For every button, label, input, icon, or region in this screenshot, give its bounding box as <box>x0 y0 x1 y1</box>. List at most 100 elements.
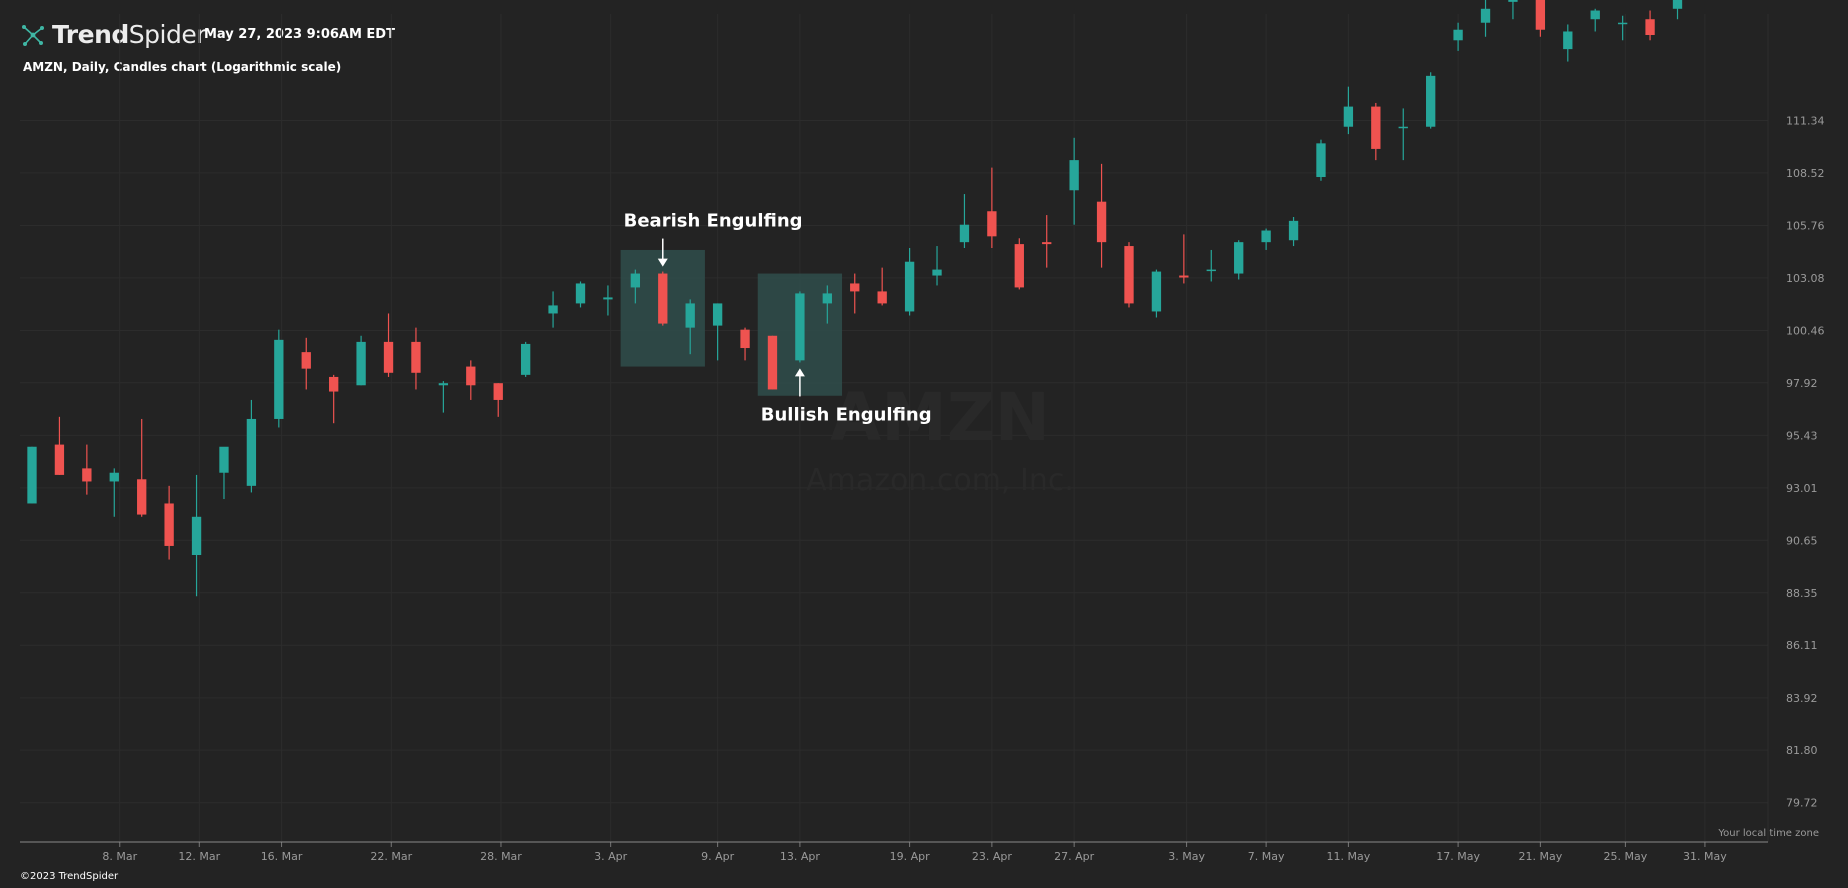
candle-body-up <box>1151 271 1162 312</box>
candle <box>493 383 503 417</box>
candle-body-down <box>740 329 750 349</box>
copyright: ©2023 TrendSpider <box>20 871 119 882</box>
spider-web-icon <box>22 24 44 46</box>
candle <box>1096 163 1107 268</box>
candle-body-up <box>795 293 805 361</box>
x-tick-label: 7. May <box>1248 850 1285 863</box>
candle <box>1563 24 1573 62</box>
candle <box>1206 249 1216 282</box>
candle <box>1453 22 1463 51</box>
x-tick-label: 28. Mar <box>480 850 522 863</box>
candle-body-up <box>1261 230 1271 243</box>
candle-body-up <box>1343 106 1354 127</box>
y-tick-label: 95.43 <box>1786 429 1818 442</box>
y-tick-label: 79.72 <box>1786 797 1818 810</box>
candle-body-up <box>548 305 558 314</box>
y-tick-label: 90.65 <box>1786 534 1818 547</box>
candle-body-up <box>1508 0 1518 2</box>
x-tick-label: 12. Mar <box>178 850 220 863</box>
y-tick-label: 86.11 <box>1786 639 1818 652</box>
price-axis[interactable]: 111.34 108.52 105.76 103.08 100.46 97.92 95.43… <box>1767 14 1825 842</box>
x-tick-label: 13. Apr <box>780 850 820 863</box>
candle <box>795 291 805 363</box>
candle <box>1343 86 1354 135</box>
candle-body-up <box>1206 269 1216 272</box>
trendspider-logo: TrendSpider <box>20 20 207 49</box>
y-tick-label: 97.92 <box>1786 377 1818 390</box>
candle <box>712 303 723 361</box>
candle-body-up <box>575 283 586 304</box>
candle <box>904 248 915 316</box>
pattern-annotations: Bearish Engulfing Bullish Engulfing <box>624 211 932 426</box>
x-tick-label: 21. May <box>1519 850 1563 863</box>
candle-body-up <box>1672 0 1683 9</box>
candle <box>246 399 257 493</box>
candle-body-down <box>164 503 174 546</box>
y-tick-label: 111.34 <box>1786 114 1825 127</box>
candle-body-down <box>987 211 997 237</box>
candle-body-down <box>411 341 421 373</box>
candle <box>1069 137 1079 225</box>
candle-body-down <box>1042 242 1052 245</box>
x-tick-label: 9. Apr <box>701 850 734 863</box>
x-tick-label: 27. Apr <box>1054 850 1094 863</box>
candle-body-up <box>1563 31 1573 50</box>
x-tick-label: 3. May <box>1168 850 1205 863</box>
y-tick-label: 105.76 <box>1786 219 1825 232</box>
candle-body-up <box>1480 8 1491 23</box>
bearish-arrow-head <box>657 258 668 267</box>
candle-body-up <box>520 343 531 375</box>
x-tick-label: 22. Mar <box>370 850 412 863</box>
y-tick-label: 100.46 <box>1786 324 1825 337</box>
candle <box>1672 0 1683 20</box>
candle-body-down <box>466 366 476 386</box>
pattern-highlights <box>620 249 843 396</box>
candle <box>1645 10 1655 41</box>
candle-body-up <box>438 383 449 386</box>
candle <box>603 285 613 316</box>
bearish-engulfing-label: Bearish Engulfing <box>624 211 803 232</box>
candle-body-down <box>1179 275 1189 278</box>
candle <box>685 299 695 355</box>
candle <box>1426 72 1436 129</box>
time-axis[interactable]: 8. Mar 12. Mar 16. Mar 22. Mar 28. Mar 3. Apr… <box>20 841 1768 863</box>
candle <box>301 337 311 390</box>
candle <box>1316 139 1326 181</box>
candle-body-up <box>630 273 641 288</box>
candle <box>356 335 366 386</box>
candle <box>27 446 37 504</box>
chart-timestamp: May 27, 2023 9:06AM EDT <box>204 27 395 42</box>
candle <box>329 374 339 424</box>
x-tick-label: 16. Mar <box>261 850 303 863</box>
candles <box>27 0 1683 597</box>
candle-body-up <box>1288 220 1299 241</box>
x-tick-label: 31. May <box>1683 850 1727 863</box>
candle-body-up <box>27 446 37 504</box>
candle <box>740 327 750 361</box>
candle <box>164 485 174 560</box>
candle <box>630 269 641 304</box>
candle-body-down <box>301 352 311 369</box>
candle <box>109 468 119 517</box>
candle-body-up <box>1398 126 1408 129</box>
candle-body-down <box>1371 106 1381 149</box>
candle-body-up <box>603 297 613 300</box>
x-tick-label: 11. May <box>1327 850 1371 863</box>
candle <box>1234 240 1244 280</box>
y-tick-label: 93.01 <box>1786 482 1818 495</box>
y-tick-label: 108.52 <box>1786 167 1825 180</box>
brand-name-bold: Trend <box>52 20 129 49</box>
candle <box>1261 228 1271 250</box>
candle <box>82 444 92 495</box>
candle-body-up <box>822 293 832 304</box>
candle-body-down <box>767 335 778 390</box>
x-tick-label: 19. Apr <box>890 850 930 863</box>
candle <box>767 335 778 390</box>
y-tick-label: 88.35 <box>1786 587 1818 600</box>
candle <box>54 416 65 475</box>
candle-body-up <box>932 269 942 276</box>
watermark-symbol: AMZN <box>830 379 1050 456</box>
candle-body-down <box>82 468 92 482</box>
